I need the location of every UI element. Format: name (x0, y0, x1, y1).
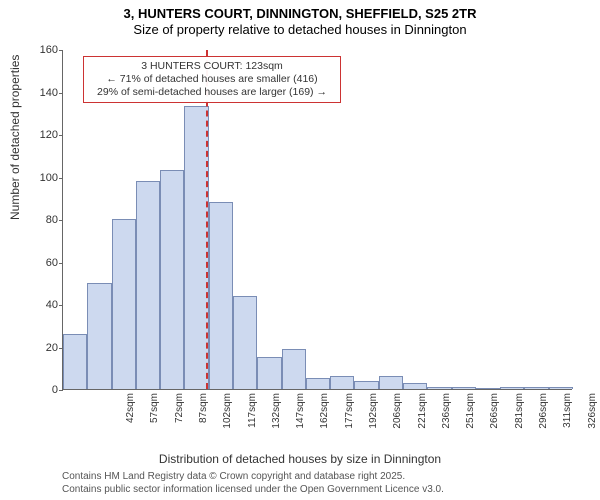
x-tick-label: 42sqm (125, 393, 136, 443)
histogram-bar (136, 181, 160, 389)
title-block: 3, HUNTERS COURT, DINNINGTON, SHEFFIELD,… (0, 0, 600, 37)
x-tick-label: 72sqm (174, 393, 185, 443)
histogram-bar (160, 170, 184, 389)
histogram-bar (354, 381, 378, 390)
annotation-line1: 3 HUNTERS COURT: 123sqm (89, 60, 335, 73)
x-tick-label: 147sqm (295, 393, 306, 443)
x-tick-label: 57sqm (149, 393, 160, 443)
x-tick-label: 206sqm (392, 393, 403, 443)
histogram-bar (63, 334, 87, 389)
x-tick-label: 102sqm (222, 393, 233, 443)
x-tick-label: 266sqm (489, 393, 500, 443)
x-tick-label: 281sqm (514, 393, 525, 443)
x-tick-label: 236sqm (441, 393, 452, 443)
y-tick-mark (59, 305, 63, 306)
histogram-bar (427, 387, 451, 389)
x-tick-label: 326sqm (587, 393, 598, 443)
x-axis-label: Distribution of detached houses by size … (0, 452, 600, 466)
histogram-bar (452, 387, 476, 389)
x-tick-label: 311sqm (562, 393, 573, 443)
x-tick-label: 296sqm (538, 393, 549, 443)
histogram-bar (257, 357, 281, 389)
x-tick-label: 132sqm (271, 393, 282, 443)
histogram-bar (403, 383, 427, 389)
histogram-bar (112, 219, 136, 389)
histogram-bar (379, 376, 403, 389)
histogram-bar (233, 296, 257, 390)
chart-container: 3, HUNTERS COURT, DINNINGTON, SHEFFIELD,… (0, 0, 600, 500)
histogram-bar (209, 202, 233, 389)
histogram-bar (524, 387, 548, 389)
title-address: 3, HUNTERS COURT, DINNINGTON, SHEFFIELD,… (0, 6, 600, 21)
annotation-line3: 29% of semi-detached houses are larger (… (89, 86, 335, 99)
x-tick-label: 192sqm (368, 393, 379, 443)
histogram-bar (549, 387, 573, 389)
annotation-line2: ← 71% of detached houses are smaller (41… (89, 73, 335, 86)
y-tick-mark (59, 178, 63, 179)
x-tick-label: 162sqm (319, 393, 330, 443)
y-tick-mark (59, 50, 63, 51)
histogram-bar (476, 388, 500, 389)
x-tick-label: 177sqm (344, 393, 355, 443)
x-tick-label: 117sqm (247, 393, 258, 443)
histogram-bar (330, 376, 354, 389)
histogram-bar (306, 378, 330, 389)
y-tick-mark (59, 263, 63, 264)
histogram-bar (87, 283, 111, 389)
title-subtitle: Size of property relative to detached ho… (0, 22, 600, 37)
y-tick-mark (59, 220, 63, 221)
y-tick-mark (59, 348, 63, 349)
attribution-line1: Contains HM Land Registry data © Crown c… (62, 471, 444, 484)
histogram-bar (282, 349, 306, 389)
x-tick-label: 251sqm (465, 393, 476, 443)
y-tick-mark (59, 93, 63, 94)
y-tick-mark (59, 390, 63, 391)
x-tick-label: 221sqm (417, 393, 428, 443)
attribution-line2: Contains public sector information licen… (62, 484, 444, 497)
annotation-box: 3 HUNTERS COURT: 123sqm ← 71% of detache… (83, 56, 341, 103)
y-axis-label: Number of detached properties (8, 55, 22, 220)
x-tick-label: 87sqm (198, 393, 209, 443)
attribution-text: Contains HM Land Registry data © Crown c… (62, 471, 444, 496)
y-tick-mark (59, 135, 63, 136)
histogram-bar (500, 387, 524, 389)
chart-plot-area: 020406080100120140160 42sqm57sqm72sqm87s… (62, 50, 572, 390)
